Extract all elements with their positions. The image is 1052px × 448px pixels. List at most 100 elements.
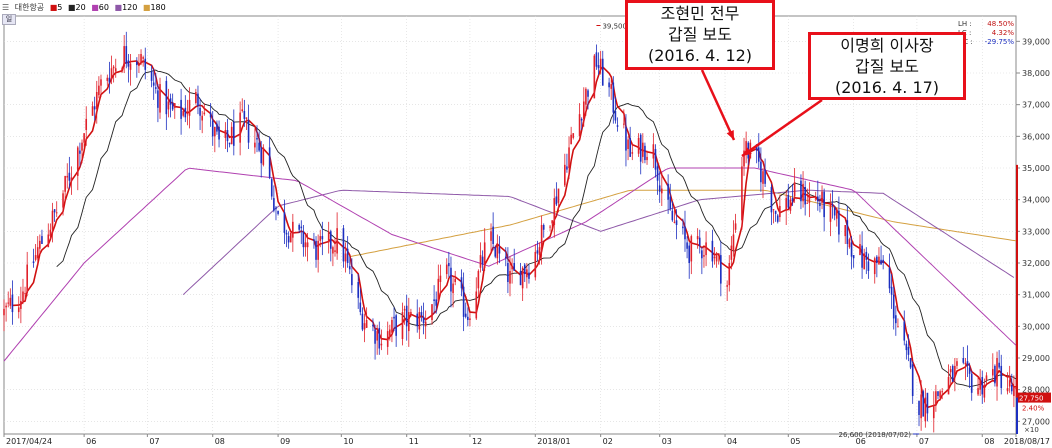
x-tick-label: 09 [280,437,290,446]
candle-up [642,142,644,157]
candle-down [498,247,501,254]
candle-down [542,225,545,230]
candle-down [136,61,138,66]
candle-down [268,147,271,178]
candle-up [445,264,448,275]
x-tick-label: 04 [727,437,737,446]
candle-up [327,231,330,243]
candle-down [669,196,672,210]
candle-down [481,256,484,265]
candle-up [534,251,537,278]
candle-down [275,207,277,210]
candle-up [585,88,587,105]
candle-down [199,107,201,116]
candle-up [954,365,956,377]
candle-down [342,228,345,262]
menu-icon[interactable]: ☰ [2,3,10,12]
candle-down [671,210,674,221]
candle-down [258,142,260,151]
candle-up [36,247,39,259]
candle-up [469,318,471,320]
candle-down [357,282,360,298]
candle-down [566,166,568,170]
candle-down [372,324,374,327]
candle-down [171,103,174,110]
candle-up [401,312,404,339]
candle-down [211,120,214,137]
candle-down [300,226,303,229]
candle-up [454,278,456,282]
candle-up [91,106,94,116]
candle-up [985,375,988,381]
candle-down [698,237,701,246]
ma20-period: 20 [75,3,86,12]
candle-up [992,369,994,376]
candle-up [789,199,792,211]
candle-down [608,82,610,88]
candle-up [452,283,454,294]
change-pct-label: 2.40% [1022,405,1045,413]
candle-up [703,255,705,257]
candle-down [144,58,147,70]
y-tick-label: 32,000 [1022,259,1050,268]
candle-up [114,68,117,72]
candle-up [389,329,391,336]
candle-up [85,118,88,130]
candle-down [770,187,773,213]
candle-up [696,236,699,240]
candle-up [214,126,216,137]
candle-up [62,193,64,208]
candle-up [95,92,98,110]
candle-down [157,90,159,108]
candle-up [490,231,492,241]
candles-layer [3,31,1017,433]
y-tick-label: 34,000 [1022,196,1050,205]
candle-down [169,98,172,105]
candle-up [637,137,640,154]
candle-down [587,90,589,97]
candle-down [966,361,969,366]
candle-up [336,228,338,254]
candle-down [361,313,364,330]
markers-layer: 39,500 26,600 (2018/07/02) 27,750 2.40% ×10 [596,23,1051,439]
candle-down [686,242,688,249]
candle-up [182,111,185,116]
candle-down [519,270,522,286]
stock-name[interactable]: 대한항공 [14,3,45,12]
ma5-label: ■5 [49,3,63,12]
candle-down [513,263,516,271]
candle-down [460,277,463,289]
candle-up [730,245,733,260]
candle-up [509,270,511,284]
candle-up [717,255,720,257]
y-tick-label: 33,000 [1022,227,1050,236]
candle-up [538,247,541,256]
candle-down [846,220,849,244]
y-tick-label: 29,000 [1022,354,1050,363]
annotation-lee-line-2: 갑질 보도 [855,57,919,76]
candle-down [911,364,914,396]
candle-up [317,240,319,260]
candle-up [424,321,427,327]
candle-down [918,400,920,415]
candle-down [260,147,263,164]
candle-up [873,258,876,275]
candle-down [53,209,56,213]
candle-up [254,142,256,148]
candle-down [536,250,539,254]
ma5-line [12,60,1016,409]
period-tab[interactable]: 일 [2,14,16,25]
candle-up [9,297,12,306]
annotation-box-lee: 이명희 이사장 갑질 보도 (2016. 4. 17) [808,32,966,100]
candle-up [64,175,66,192]
candle-up [496,245,499,259]
candle-up [112,66,115,69]
candle-up [391,320,393,333]
x-tick-label: 12 [472,437,482,446]
candle-up [203,112,206,115]
candle-up [631,152,634,154]
y-tick-label: 30,000 [1022,322,1050,331]
x-tick-label: 06 [856,437,866,446]
candle-down [831,204,834,206]
